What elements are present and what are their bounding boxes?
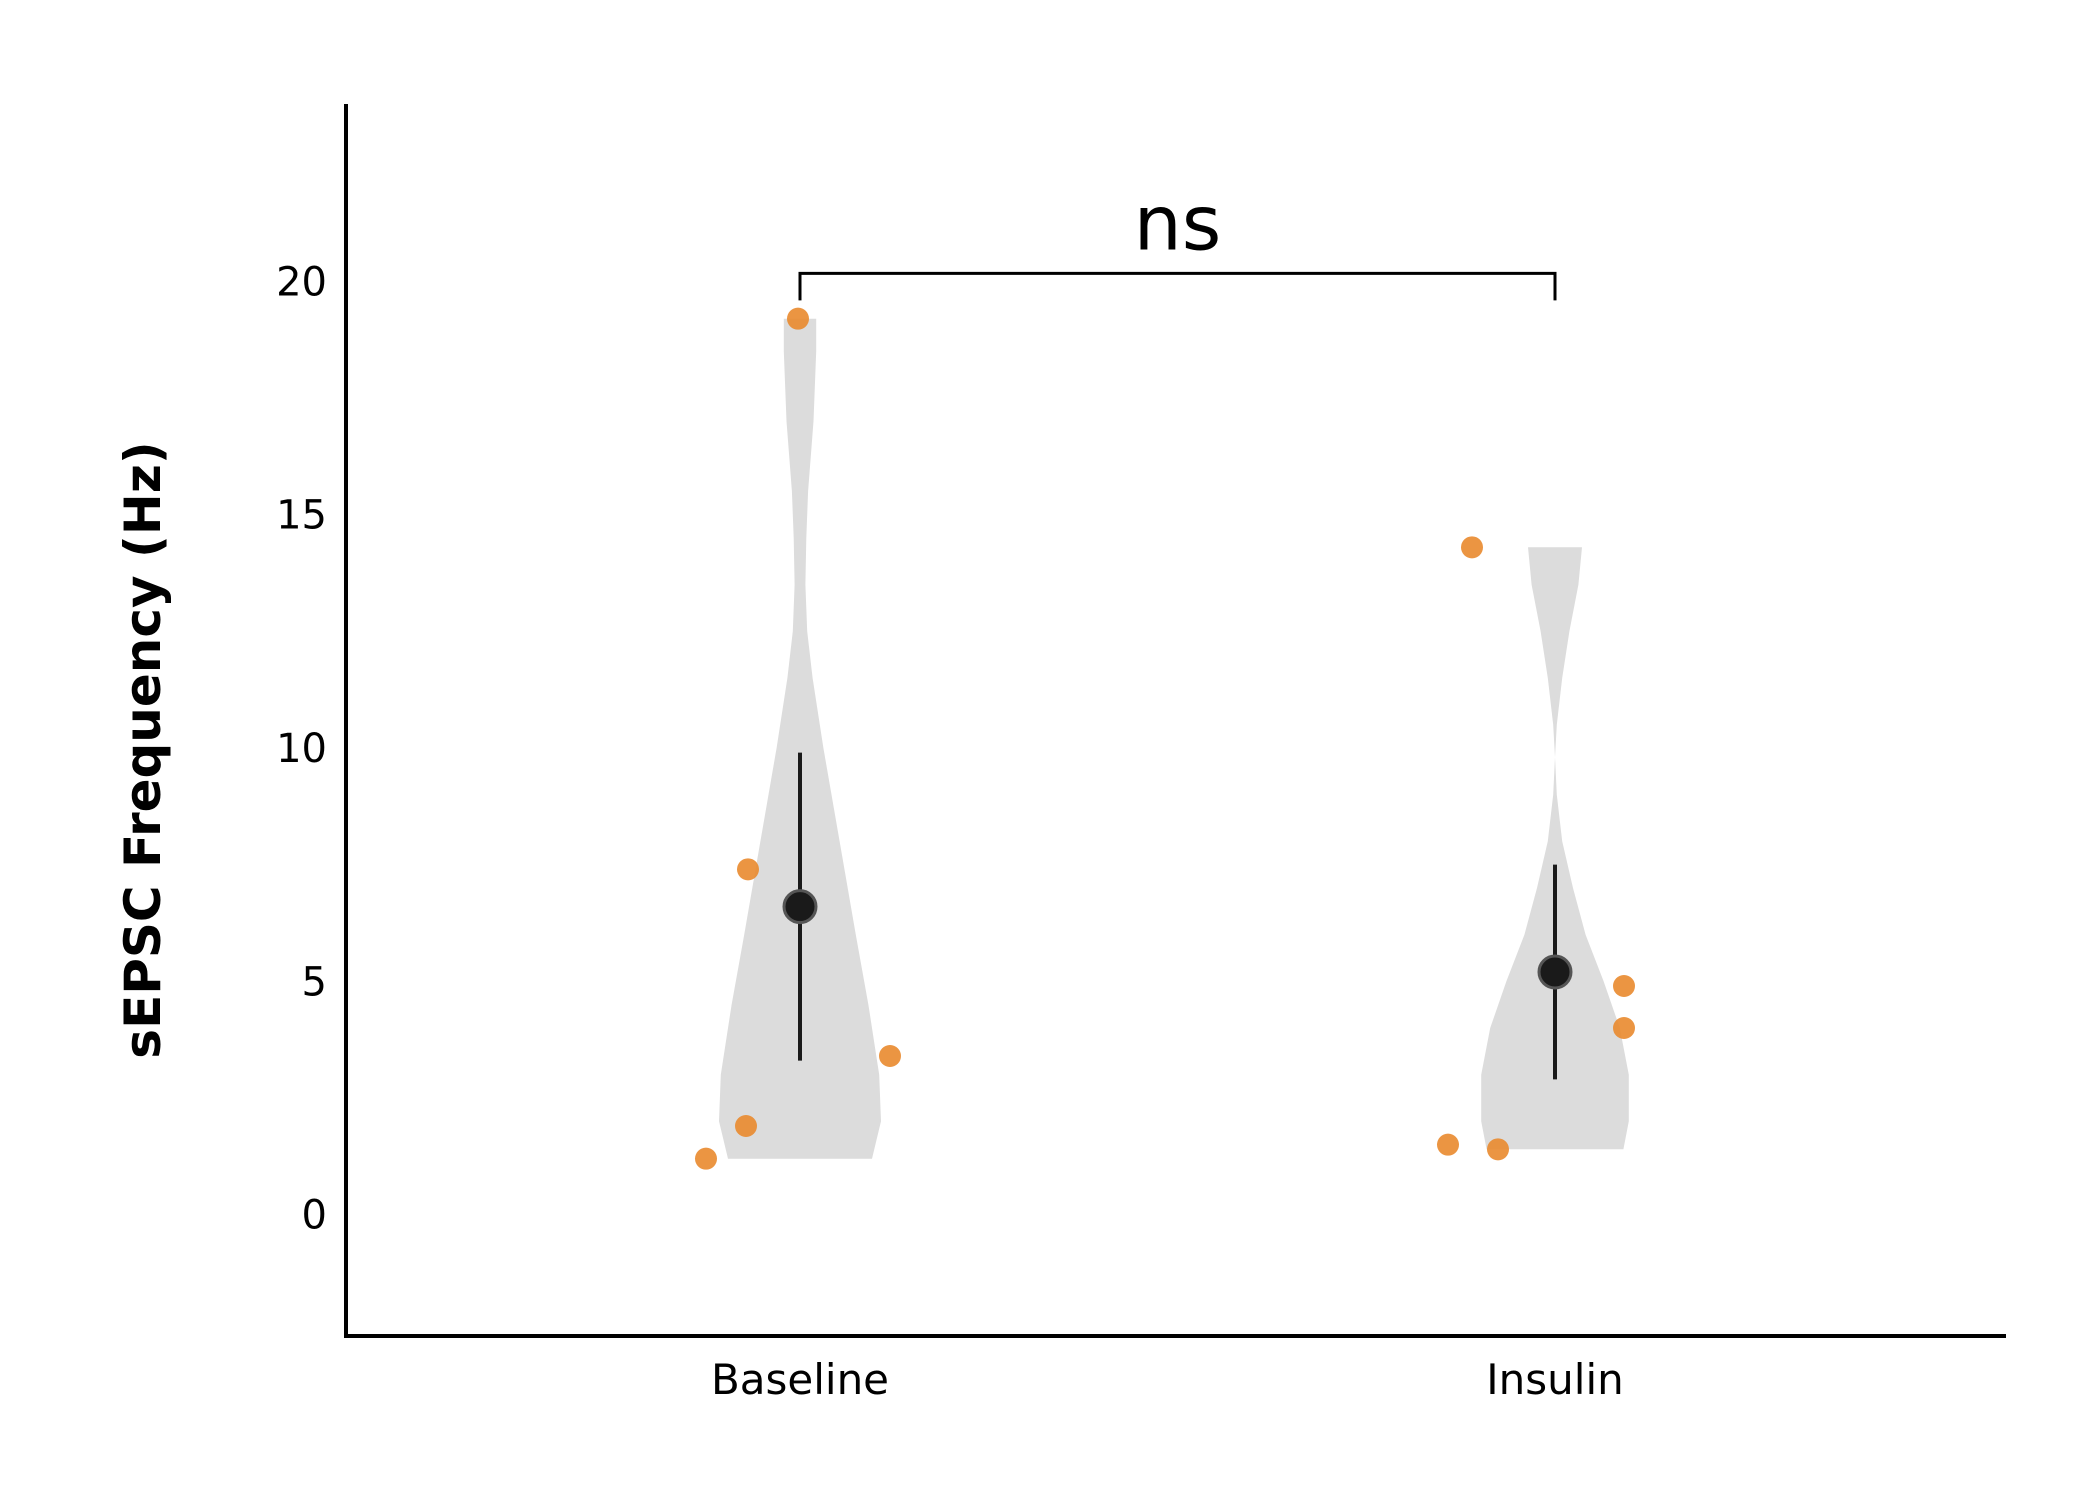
y-tick-label: 10 [276,726,327,772]
significance-bracket [798,271,1557,301]
data-point [737,858,759,881]
y-tick-labels: 0 5 10 15 20 [276,259,327,1238]
annotations-layer: ns [798,178,1557,301]
axes [344,104,2006,1338]
x-category-label: Insulin [1486,1355,1623,1404]
means-layer [782,889,1573,990]
mean-marker-baseline [782,889,818,925]
violin-insulin [1481,547,1629,1150]
data-point [787,307,809,330]
y-tick-label: 15 [276,493,327,539]
y-tick-label: 5 [302,959,327,1005]
x-category-labels: Baseline Insulin [711,1355,1624,1404]
data-point [1437,1133,1459,1156]
significance-label: ns [1134,178,1222,267]
data-point [735,1115,757,1137]
data-point [1613,975,1635,997]
error-bars-layer [798,752,1557,1080]
violin-baseline [719,318,881,1159]
data-point [879,1045,901,1067]
mean-marker-insulin [1537,954,1573,990]
y-tick-label: 20 [276,259,327,305]
data-point [1487,1138,1509,1161]
x-category-label: Baseline [711,1355,889,1404]
data-points-layer [695,307,1635,1170]
y-axis-label: sEPSC Frequency (Hz) [114,441,172,1058]
data-point [1461,536,1483,559]
y-tick-label: 0 [302,1193,327,1239]
data-point [1613,1017,1635,1039]
data-point [695,1147,717,1170]
violins-layer [719,318,1629,1159]
